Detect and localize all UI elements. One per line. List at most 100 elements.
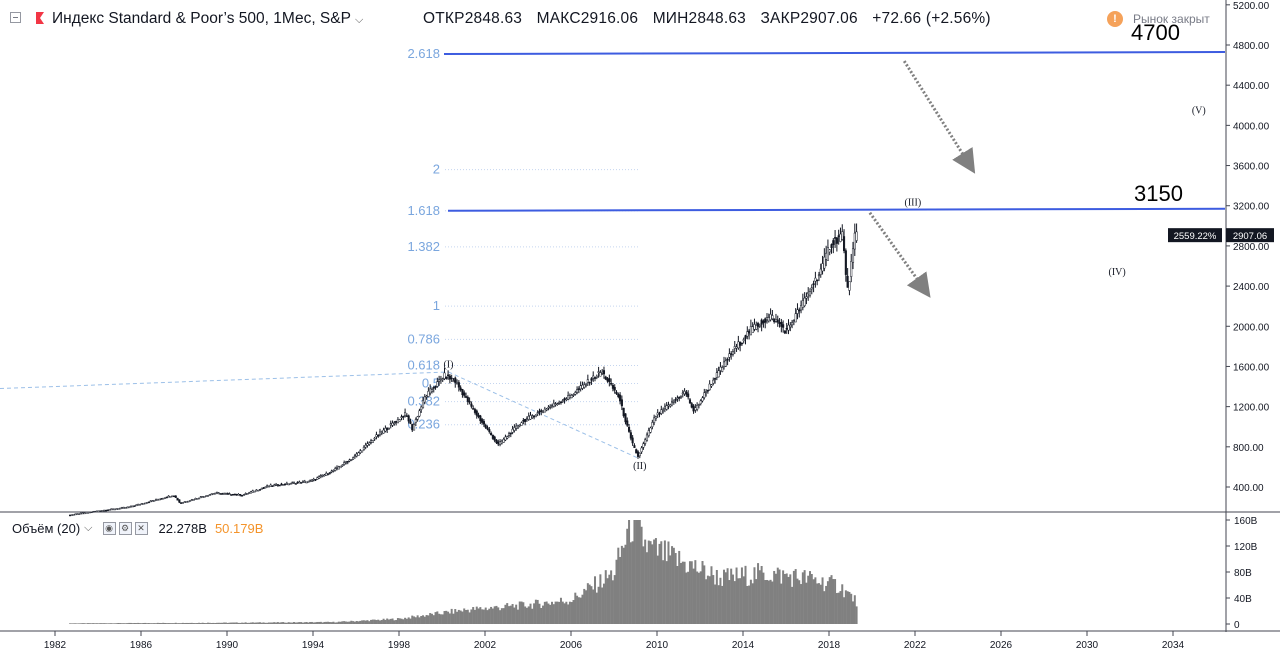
candle-body [808,291,812,296]
volume-bar [610,570,613,624]
volume-bar [452,613,455,624]
candle-body [724,360,727,367]
candle-body [681,392,684,395]
candle-body [631,437,634,444]
chevron-down-icon[interactable]: ⌵ [84,522,93,534]
chevron-down-icon[interactable]: ⌵ [354,14,364,26]
volume-bar [86,623,89,624]
volume-bar [814,577,817,624]
volume-bar [126,623,129,624]
volume-bar [649,541,652,624]
volume-bar [783,574,786,624]
close-icon[interactable]: ✕ [134,522,148,535]
candle-body [190,499,193,501]
candle-body [203,496,206,498]
candle-body [774,318,778,322]
volume-bar [199,623,202,624]
volume-bar [267,622,270,624]
candle-body [658,412,661,415]
eye-icon[interactable]: ◉ [102,522,116,535]
volume-bar [439,614,442,624]
y-tick-label: 4400.00 [1233,81,1270,92]
fib-level-label: 0.786 [407,331,440,346]
candle-body [208,494,211,496]
candle-body [475,410,478,416]
volume-bar [730,568,733,624]
volume-bar [104,623,107,624]
candle-body [119,507,122,510]
candle-body [151,500,154,502]
volume-bar [327,621,330,624]
volume-bar [800,584,803,624]
candle-body [769,314,772,321]
volume-bar [801,572,804,624]
candle-body [506,436,509,439]
volume-bar [826,581,829,624]
candle-body [407,415,410,422]
volume-bar [522,602,525,624]
volume-bar [828,577,831,624]
candle-body [721,367,724,372]
volume-bar [821,577,824,624]
candle-body [488,429,491,432]
candle-body [436,381,439,387]
candle-body [620,399,623,407]
candle-body [848,281,851,291]
volume-label[interactable]: Объём (20) [12,521,81,536]
info-icon[interactable]: ! [1107,11,1123,27]
candle-body [262,487,265,489]
candle-body [805,296,808,299]
volume-bar [178,623,181,624]
candle-body [269,484,272,487]
candle-body [635,449,638,454]
candle-body [613,386,616,391]
volume-bar [352,621,355,624]
settings-icon[interactable]: ⚙ [118,522,132,535]
volume-bar [146,623,149,624]
volume-bar [615,559,618,624]
market-status[interactable]: ! Рынок закрыт [1107,11,1210,27]
volume-bar [576,595,579,624]
candle-body [153,500,156,502]
candle-body [821,263,824,272]
candle-body [697,404,700,406]
volume-bar [402,619,405,624]
candle-body [692,405,695,412]
candle-body [201,496,204,498]
volume-bar [590,586,593,624]
flag-icon[interactable] [35,11,45,25]
volume-bar [332,621,335,624]
volume-bar [515,604,518,624]
candle-body [258,489,262,491]
volume-bar [848,591,851,624]
candle-body [486,427,489,430]
volume-bar [103,623,106,624]
volume-bar [294,622,297,624]
volume-bar [422,615,425,624]
candle-body [649,427,652,433]
candle-body [309,480,312,482]
candle-body [416,416,419,420]
volume-bar [762,572,765,624]
volume-bar [318,621,321,624]
volume-bar [97,623,100,624]
collapse-toggle[interactable] [10,12,21,23]
candle-body [552,402,555,407]
candle-body [667,404,670,406]
volume-bar [106,623,109,624]
volume-bar [656,555,659,624]
candle-body [223,493,226,495]
candle-body [228,493,231,495]
candle-body [748,330,751,334]
candle-body [438,379,441,382]
volume-bar [613,575,616,624]
candle-body [237,494,240,496]
candle-body [760,319,763,325]
volume-bar [217,622,220,624]
candle-body [196,498,199,500]
wave-label: (I) [443,359,453,370]
volume-bar [309,621,312,624]
candle-body [350,459,353,461]
symbol-title[interactable]: Индекс Standard & Poor’s 500, 1Мес, S&P ⌵ [52,10,363,28]
candle-body [758,325,761,327]
